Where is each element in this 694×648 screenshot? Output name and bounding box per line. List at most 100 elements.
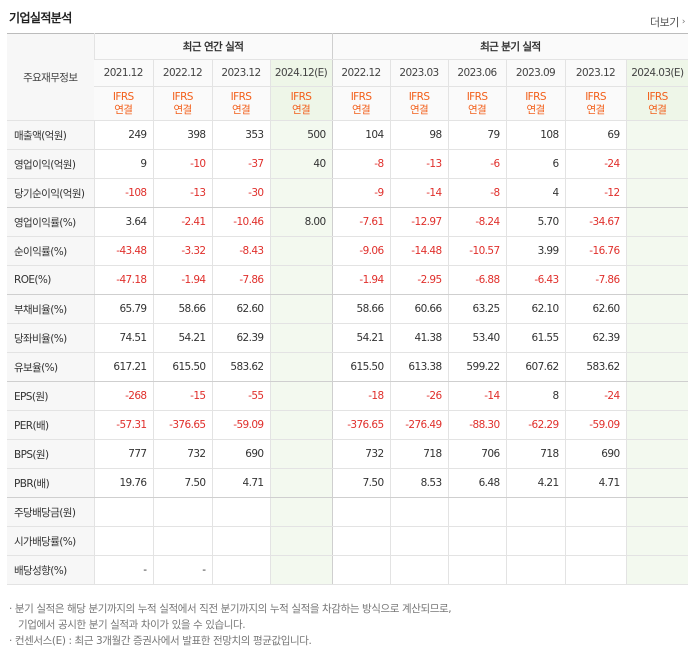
table-cell (389, 526, 449, 556)
table-cell: 732 (331, 439, 391, 469)
row-label: 영업이익(억원) (7, 149, 94, 179)
footnotes: · 분기 실적은 해당 분기까지의 누적 실적에서 직전 분기까지의 누적 실적… (9, 601, 684, 648)
table-cell (93, 497, 153, 527)
group-annual: 최근 연간 실적 (93, 33, 333, 60)
row-label: PBR(배) (7, 468, 94, 498)
period-header: 2021.12 (94, 59, 153, 87)
footnote-quarterly: · 분기 실적은 해당 분기까지의 누적 실적에서 직전 분기까지의 누적 실적… (9, 603, 452, 615)
row-label: 주당배당금(원) (7, 497, 94, 527)
table-cell: 777 (93, 439, 153, 469)
ifrs-label: IFRS 연결 (564, 86, 627, 121)
table-row: 당기순이익(억원) -108 -13 -30 -9 -14 -8 4 -12 (7, 178, 689, 208)
table-cell: 62.60 (211, 294, 270, 324)
table-cell: -34.67 (564, 207, 627, 237)
table-cell (269, 526, 333, 556)
table-cell: 690 (564, 439, 627, 469)
table-cell: 353 (211, 120, 270, 150)
table-cell: -376.65 (152, 410, 212, 440)
table-cell: -59.09 (211, 410, 270, 440)
more-link[interactable]: 더보기 › (650, 14, 686, 30)
row-label: 매출액(억원) (7, 120, 94, 150)
table-cell: 104 (331, 120, 391, 150)
table-cell: 8.53 (389, 468, 449, 498)
ifrs-line1: IFRS (408, 90, 430, 103)
ifrs-line1: IFRS (466, 90, 488, 103)
table-cell: 98 (389, 120, 449, 150)
period-header: 2024.03(E) (625, 59, 689, 87)
table-cell: 8 (505, 381, 566, 411)
table-cell (505, 555, 566, 585)
table-cell: -88.30 (447, 410, 507, 440)
table-row: 영업이익(억원) 9 -10 -37 40 -8 -13 -6 6 -24 (7, 149, 689, 179)
more-link-label: 더보기 (650, 16, 679, 29)
table-cell: -8 (331, 149, 391, 179)
table-cell: -30 (211, 178, 270, 208)
table-cell: 108 (505, 120, 566, 150)
ifrs-label: IFRS 연결 (389, 86, 449, 121)
period-header: 2022.12 (331, 59, 391, 87)
table-cell (331, 555, 391, 585)
table-cell (625, 149, 689, 179)
table-cell: -55 (211, 381, 270, 411)
ifrs-line1: IFRS (112, 90, 134, 103)
table-cell: 613.38 (389, 352, 449, 382)
row-header-label: 주요재무정보 (7, 33, 94, 121)
table-cell: -26 (389, 381, 449, 411)
table-cell: -8.43 (211, 236, 270, 266)
table-cell: -12 (564, 178, 627, 208)
table-cell: -2.41 (152, 207, 212, 237)
table-cell: -14 (447, 381, 507, 411)
table-cell: 5.70 (505, 207, 566, 237)
table-cell: 4.21 (505, 468, 566, 498)
period-header: 2023.12 (211, 59, 270, 87)
table-cell (625, 207, 689, 237)
table-row: 시가배당률(%) (7, 526, 689, 556)
table-cell: 718 (389, 439, 449, 469)
table-cell (269, 323, 333, 353)
table-cell: -24 (564, 381, 627, 411)
table-cell: -9.06 (331, 236, 391, 266)
table-cell (269, 294, 333, 324)
footnote-consensus: · 컨센서스(E) : 최근 3개월간 증권사에서 발표한 전망치의 평균값입니… (9, 635, 312, 647)
table-cell: 6 (505, 149, 566, 179)
ifrs-line1: IFRS (350, 90, 372, 103)
period-header: 2023.09 (505, 59, 566, 87)
table-cell: 40 (269, 149, 333, 179)
ifrs-line1: IFRS (172, 90, 193, 103)
row-label: BPS(원) (7, 439, 94, 469)
period-header: 2022.12 (152, 59, 212, 87)
ifrs-label: IFRS 연결 (94, 86, 153, 121)
table-cell (269, 381, 333, 411)
table-cell: 615.50 (152, 352, 212, 382)
table-cell (625, 526, 689, 556)
table-cell (269, 265, 333, 295)
table-cell (625, 120, 689, 150)
ifrs-header-row: IFRS 연결 IFRS 연결 IFRS 연결 IFRS 연결 IFRS 연결 IFRS 연결 IFRS… (7, 86, 689, 121)
table-cell (625, 381, 689, 411)
table-cell: -16.76 (564, 236, 627, 266)
table-cell: -24 (564, 149, 627, 179)
table-cell (269, 410, 333, 440)
ifrs-line2: 연결 (291, 103, 311, 116)
table-cell (447, 526, 507, 556)
table-cell: 3.99 (505, 236, 566, 266)
ifrs-label: IFRS 연결 (152, 86, 212, 121)
row-label: 순이익률(%) (7, 236, 94, 266)
table-cell (625, 555, 689, 585)
row-label: 영업이익률(%) (7, 207, 94, 237)
table-cell: -57.31 (93, 410, 153, 440)
table-row: 당좌비율(%) 74.51 54.21 62.39 54.21 41.38 53.40 61.… (7, 323, 689, 353)
table-cell: 79 (447, 120, 507, 150)
table-cell: -6 (447, 149, 507, 179)
table-cell: 19.76 (93, 468, 153, 498)
table-cell: 60.66 (389, 294, 449, 324)
table-row: 매출액(억원) 249 398 353 500 104 98 79 108 69 (7, 120, 689, 150)
table-cell: 63.25 (447, 294, 507, 324)
table-cell (269, 178, 333, 208)
table-cell (331, 526, 391, 556)
table-cell: -108 (93, 178, 153, 208)
table-cell: 54.21 (152, 323, 212, 353)
ifrs-line1: IFRS (646, 90, 668, 103)
table-cell: -47.18 (93, 265, 153, 295)
table-row: 영업이익률(%) 3.64 -2.41 -10.46 8.00 -7.61 -12.97 -8… (7, 207, 689, 237)
